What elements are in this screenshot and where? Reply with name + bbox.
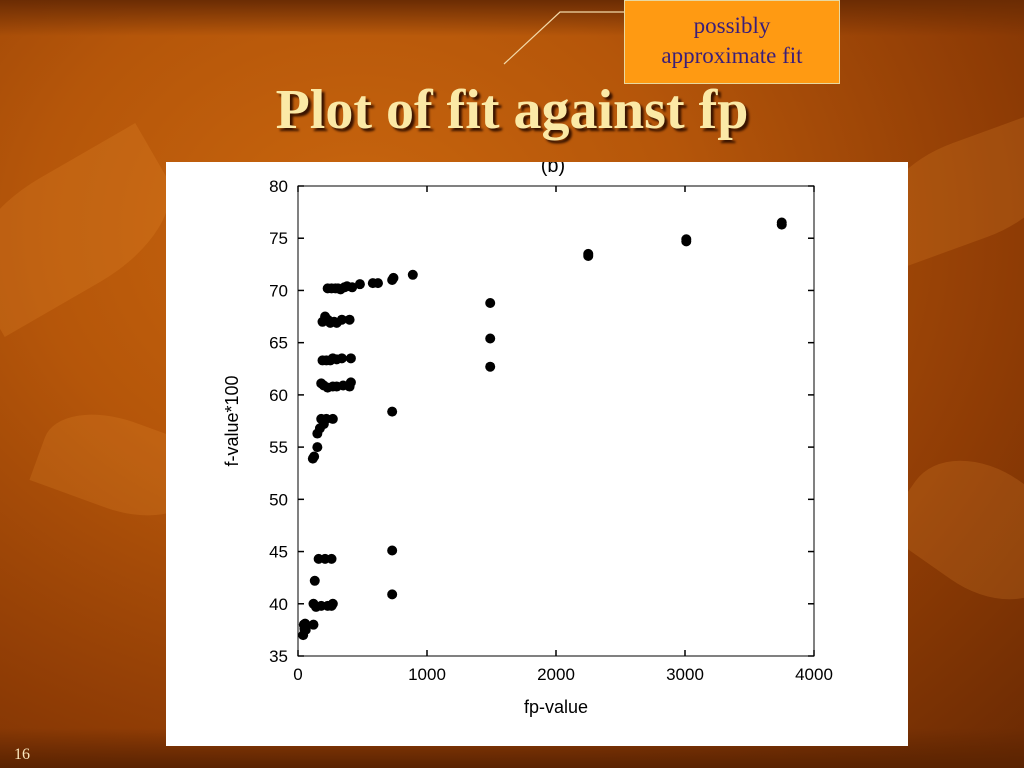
data-point (309, 575, 320, 586)
callout-text-line-2: approximate fit (661, 43, 803, 68)
callout-text-line-1: possibly (693, 13, 771, 38)
data-point (327, 413, 338, 424)
data-point (336, 353, 347, 364)
data-point (345, 353, 356, 364)
y-tick-label: 40 (269, 595, 288, 614)
x-tick-label: 1000 (408, 665, 446, 684)
y-tick-label: 35 (269, 647, 288, 666)
data-point (309, 451, 320, 462)
scatter-chart: (b) 35 40 45 50 55 60 65 70 75 80 0 1000 2000 3000 4000… (222, 155, 833, 717)
data-point (776, 217, 787, 228)
y-tick-label: 50 (269, 490, 288, 509)
data-point (387, 545, 398, 556)
data-point (300, 624, 311, 635)
slide-title: Plot of fit against fp (275, 79, 749, 141)
data-point (354, 279, 365, 290)
y-axis-label: f-value*100 (222, 375, 242, 466)
callout-box: possibly approximate fit (624, 0, 840, 84)
data-point (336, 314, 347, 325)
data-point (388, 272, 399, 283)
data-point (308, 619, 319, 630)
y-tick-label: 70 (269, 281, 288, 300)
x-tick-label: 4000 (795, 665, 833, 684)
data-point (485, 333, 496, 344)
chart-panel: (b) 35 40 45 50 55 60 65 70 75 80 0 1000 2000 3000 4000… (166, 155, 908, 746)
data-point (347, 282, 358, 293)
x-tick-label: 0 (293, 665, 302, 684)
data-point (485, 361, 496, 372)
callout-pointer-line (503, 11, 624, 65)
y-tick-label: 55 (269, 438, 288, 457)
data-point (387, 589, 398, 600)
x-tick-label: 2000 (537, 665, 575, 684)
data-point (407, 269, 418, 280)
x-axis-label: fp-value (524, 697, 588, 717)
data-point (326, 553, 337, 564)
top-shade (0, 0, 1024, 36)
plot-frame (297, 185, 815, 657)
y-tick-label: 80 (269, 177, 288, 196)
data-point (583, 248, 594, 259)
y-tick-label: 65 (269, 334, 288, 353)
data-point (326, 600, 337, 611)
y-tick-label: 45 (269, 543, 288, 562)
data-point (312, 442, 323, 453)
x-tick-label: 3000 (666, 665, 704, 684)
data-point (345, 377, 356, 388)
data-point (344, 314, 355, 325)
data-point (372, 278, 383, 289)
data-point (485, 297, 496, 308)
slide-number: 16 (14, 746, 30, 763)
data-point (387, 406, 398, 417)
y-tick-label: 75 (269, 229, 288, 248)
data-point (681, 234, 692, 245)
chart-title: (b) (541, 162, 565, 177)
y-tick-label: 60 (269, 386, 288, 405)
